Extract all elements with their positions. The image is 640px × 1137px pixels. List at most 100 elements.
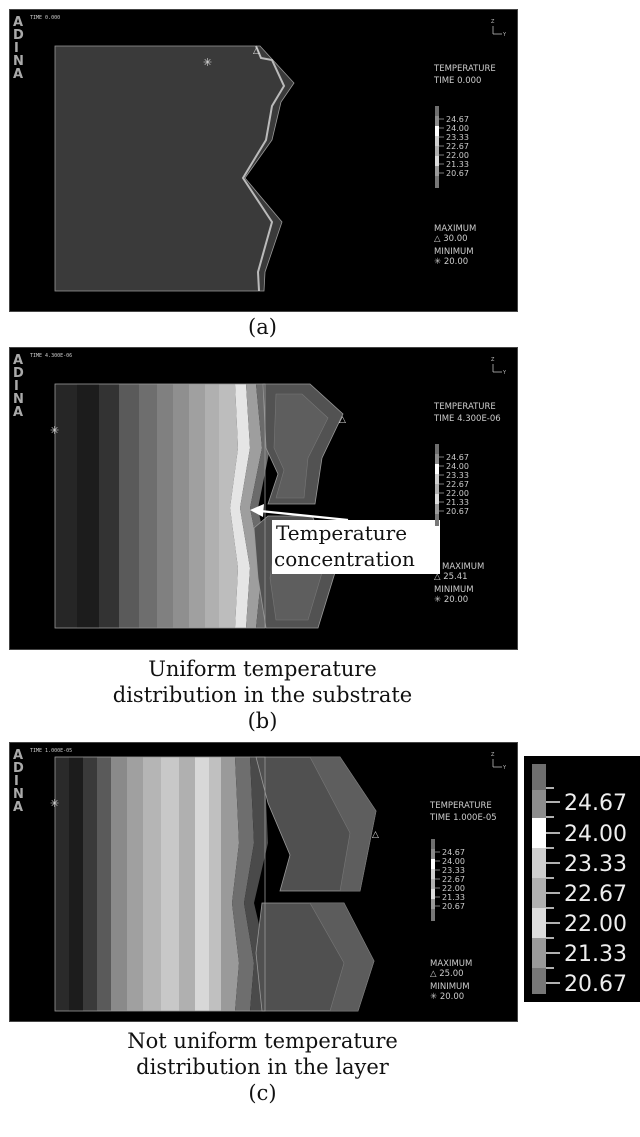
axis-z-label: Z xyxy=(491,19,495,25)
layer-upper-inner xyxy=(309,756,377,892)
legend-zoom-inset: 24.67 24.00 23.33 22.67 22.00 21.33 20.6… xyxy=(524,756,640,1002)
legend-value: 23.33 xyxy=(446,471,469,480)
brand-letter: N xyxy=(13,787,24,802)
caption-c: Not uniform temperature distribution in … xyxy=(0,1028,525,1106)
zoom-legend-value: 21.33 xyxy=(564,942,627,967)
axis-z-label: Z xyxy=(491,752,495,758)
max-label: MAXIMUM xyxy=(434,224,476,234)
caption-c-label: (c) xyxy=(248,1081,277,1105)
legend-time: TIME 1.000E-05 xyxy=(429,813,497,823)
axis-z-label: Z xyxy=(491,357,495,363)
min-label: MINIMUM xyxy=(430,982,470,992)
brand-letter: N xyxy=(13,392,24,407)
color-bar xyxy=(431,839,435,921)
legend-value: 24.67 xyxy=(442,848,465,857)
zoom-legend-value: 24.00 xyxy=(564,822,627,847)
min-value: ✳ 20.00 xyxy=(434,595,468,605)
annotation-line1: Temperature xyxy=(276,521,407,545)
max-value: △ 25.41 xyxy=(434,572,468,582)
max-label: MAXIMUM xyxy=(430,959,472,969)
zoom-legend-value: 20.67 xyxy=(564,972,627,997)
brand-letter: D xyxy=(13,366,24,381)
brand-letter: A xyxy=(13,67,23,82)
time-header: TIME 4.300E-06 xyxy=(30,353,72,359)
legend-value: 22.67 xyxy=(446,480,469,489)
max-marker-icon: △ xyxy=(372,830,379,840)
legend-value: 22.00 xyxy=(442,884,465,893)
legend-value: 20.67 xyxy=(446,507,469,516)
layer-upper-inner xyxy=(273,393,329,499)
min-value: ✳ 20.00 xyxy=(430,992,464,1002)
brand-letter: A xyxy=(13,748,23,763)
caption-b-label: (b) xyxy=(247,709,278,733)
axis-y-label: Y xyxy=(502,32,507,38)
legend-value: 24.67 xyxy=(446,115,469,124)
legend-value: 24.00 xyxy=(442,857,465,866)
max-marker-icon: △ xyxy=(253,46,260,56)
caption-c-line1: Not uniform temperature xyxy=(127,1029,398,1053)
zoom-color-bar xyxy=(532,764,546,994)
brand-letter: N xyxy=(13,54,24,69)
brand-letter: I xyxy=(14,774,19,789)
annotation-line2: concentration xyxy=(274,547,415,571)
caption-a-label: (a) xyxy=(248,315,277,339)
color-bar xyxy=(435,444,439,526)
time-header: TIME 0.000 xyxy=(30,15,60,21)
panel-b-plot: A D I N A TIME 4.300E-06 Z Y xyxy=(13,353,507,629)
max-value: △ 30.00 xyxy=(434,234,468,244)
legend-value: 23.33 xyxy=(446,133,469,142)
temperature-bands xyxy=(55,757,268,1011)
zoom-legend-value: 23.33 xyxy=(564,852,627,877)
min-label: MINIMUM xyxy=(434,247,474,257)
layer-lower-inner xyxy=(309,902,375,1012)
caption-a: (a) xyxy=(0,314,525,340)
legend-time: TIME 0.000 xyxy=(433,76,481,86)
zoom-legend-value: 22.67 xyxy=(564,882,627,907)
legend-title: TEMPERATURE xyxy=(429,801,492,811)
legend-value: 22.00 xyxy=(446,489,469,498)
axis-triad-icon xyxy=(492,759,502,768)
brand-letter: I xyxy=(14,379,19,394)
legend-value: 24.00 xyxy=(446,462,469,471)
panel-b-figure: A D I N A TIME 4.300E-06 Z Y xyxy=(9,347,518,650)
min-marker-icon: ✳ xyxy=(203,56,212,69)
zoom-legend-value: 24.67 xyxy=(564,791,627,816)
legend-title: TEMPERATURE xyxy=(433,64,496,74)
legend-title: TEMPERATURE xyxy=(433,402,496,412)
max-label: MAXIMUM xyxy=(442,562,484,572)
zoom-legend-value: 22.00 xyxy=(564,912,627,937)
layer-boundary xyxy=(241,45,286,292)
color-bar xyxy=(435,106,439,188)
panel-a-plot: A D I N A TIME 0.000 Z Y ✳ △ TEMPERATURE… xyxy=(13,15,507,292)
brand-letter: D xyxy=(13,28,24,43)
min-marker-icon: ✳ xyxy=(50,797,59,810)
brand-letter: A xyxy=(13,800,23,815)
caption-b-line2: distribution in the substrate xyxy=(112,683,413,707)
max-marker-icon: △ xyxy=(339,415,346,425)
domain-shape xyxy=(54,45,295,292)
legend-value: 20.67 xyxy=(446,169,469,178)
max-value: △ 25.00 xyxy=(430,969,464,979)
legend-value: 23.33 xyxy=(442,866,465,875)
axis-y-label: Y xyxy=(502,370,507,376)
legend-value: 21.33 xyxy=(442,893,465,902)
legend-time: TIME 4.300E-06 xyxy=(433,414,501,424)
brand-letter: A xyxy=(13,405,23,420)
caption-c-line2: distribution in the layer xyxy=(136,1055,389,1079)
legend-value: 24.00 xyxy=(446,124,469,133)
legend-value: 21.33 xyxy=(446,160,469,169)
temperature-bands xyxy=(55,384,270,628)
legend-value: 22.67 xyxy=(442,875,465,884)
annotation-box xyxy=(272,520,440,574)
legend-value: 22.00 xyxy=(446,151,469,160)
panel-c-figure: A D I N A TIME 1.000E-05 Z Y xyxy=(9,742,518,1022)
annotation-arrow xyxy=(250,504,349,522)
min-label: MINIMUM xyxy=(434,585,474,595)
panel-a-figure: A D I N A TIME 0.000 Z Y ✳ △ TEMPERATURE… xyxy=(9,9,518,312)
time-header: TIME 1.000E-05 xyxy=(30,748,72,754)
axis-y-label: Y xyxy=(502,765,507,771)
legend-value: 24.67 xyxy=(446,453,469,462)
brand-letter: D xyxy=(13,761,24,776)
caption-b: Uniform temperature distribution in the … xyxy=(0,656,525,734)
brand-letter: A xyxy=(13,15,23,30)
